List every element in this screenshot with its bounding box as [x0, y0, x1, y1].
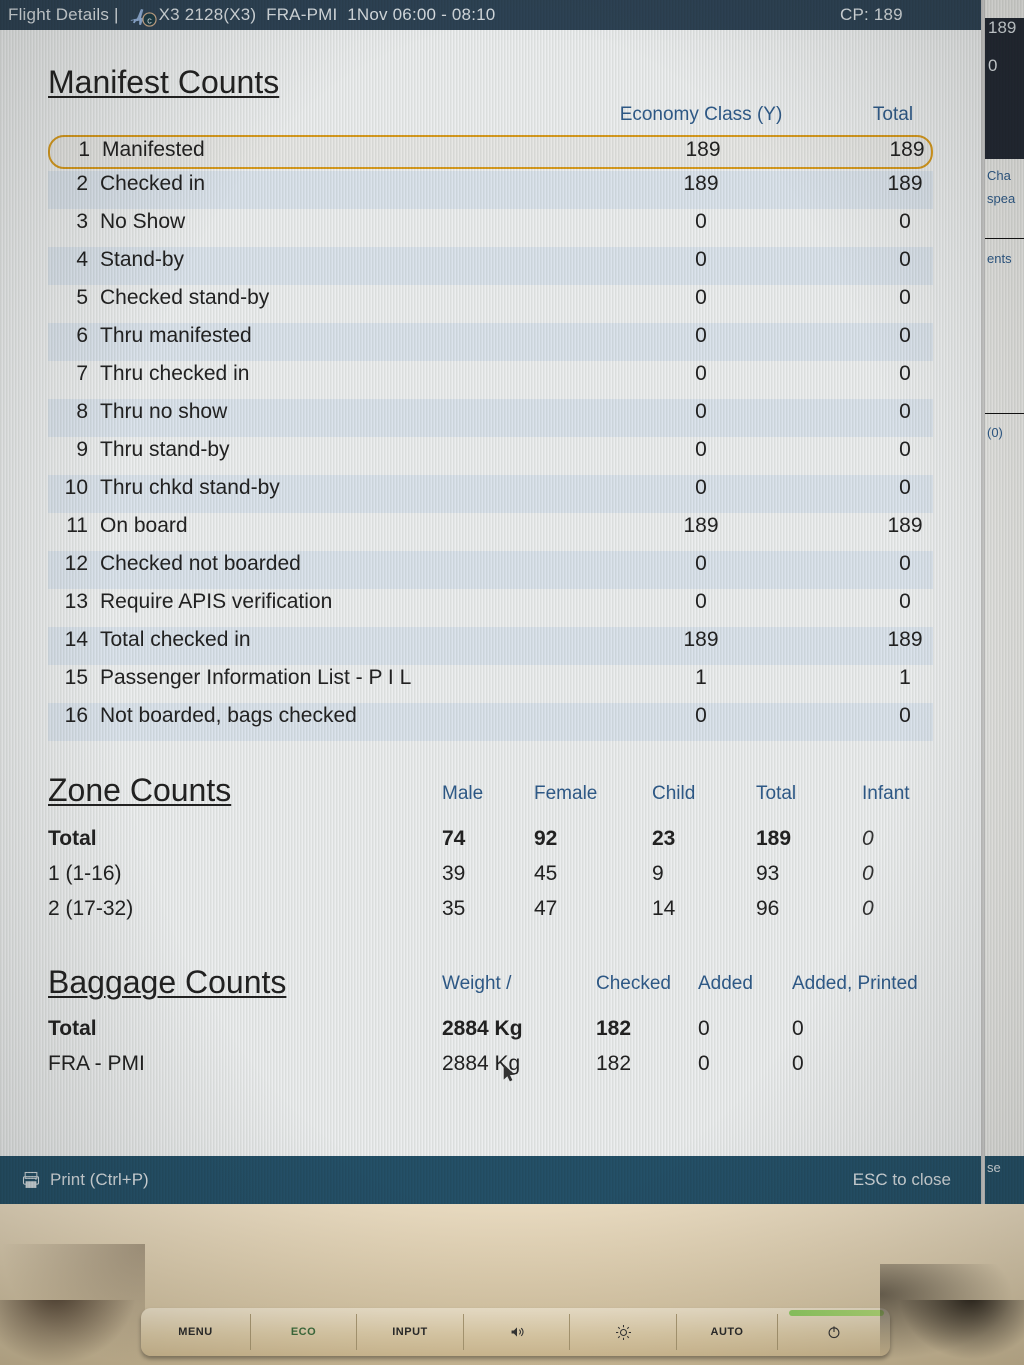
svg-text:c: c	[147, 15, 152, 25]
